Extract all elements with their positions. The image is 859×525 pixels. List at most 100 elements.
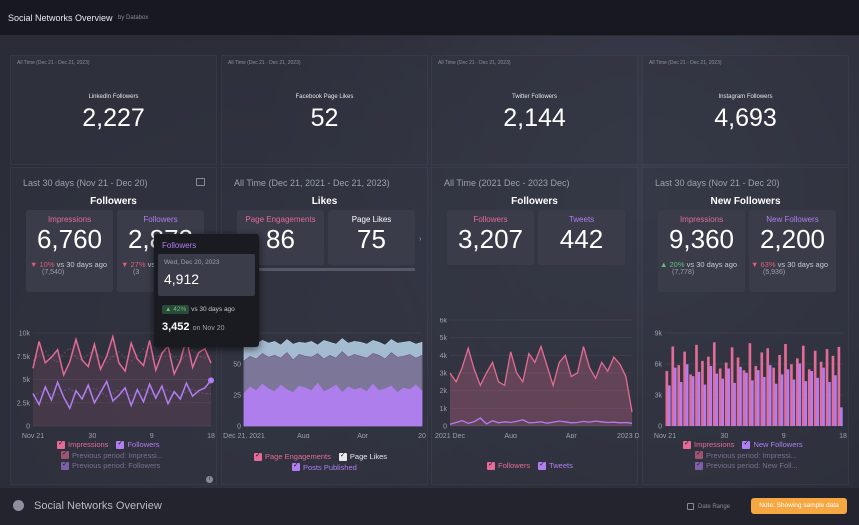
series-area-followers xyxy=(450,346,632,426)
kpi-label: Instagram Followers xyxy=(718,94,773,100)
y-tick-label: 2.5k xyxy=(17,400,31,407)
chart-linkedin[interactable]: 0 2.5k 5k 7.5k 10k Nov 21 30 9 18 xyxy=(11,318,218,439)
metric-tile-page-likes[interactable]: Page Likes 75 xyxy=(328,210,415,265)
series-line-impressions xyxy=(32,333,212,378)
footer-bar: Social Networks Overview Date Range Note… xyxy=(0,488,859,525)
legend-item[interactable]: Tweets xyxy=(538,460,573,470)
legend-item[interactable]: Previous period: Followers xyxy=(61,460,160,470)
legend-item[interactable]: New Followers xyxy=(742,439,803,449)
bar-new-followers xyxy=(733,382,736,426)
tooltip-title: Followers xyxy=(162,241,197,250)
bar-impressions xyxy=(825,349,829,426)
legend-item[interactable]: Previous period: Impressi... xyxy=(695,449,797,460)
y-tick-label: 0 xyxy=(26,424,30,431)
calendar-icon[interactable] xyxy=(687,503,694,510)
chevron-right-icon[interactable]: › xyxy=(419,236,422,243)
tile-label: Page Engagements xyxy=(245,215,316,224)
kpi-label: Twitter Followers xyxy=(511,94,557,100)
bar-impressions xyxy=(671,346,675,426)
tile-comparison: ▲ 20% vs 30 days ago (7,778) xyxy=(660,260,738,276)
kpi-card-linkedin[interactable]: All Time (Dec 21 - Dec 21, 2023) LinkedI… xyxy=(10,55,217,165)
bar-new-followers xyxy=(751,380,754,426)
y-tick-label: 0 xyxy=(237,424,241,431)
tooltip-comparison: ▲ 42% vs 30 days ago xyxy=(162,305,235,314)
kpi-value: 4,693 xyxy=(714,104,777,132)
legend-item[interactable]: Followers xyxy=(487,460,530,470)
metric-tile-impressions[interactable]: Impressions 6,760 ▼ 10% vs 30 days ago (7… xyxy=(26,210,113,292)
tooltip-value: 4,912 xyxy=(164,271,200,287)
info-icon[interactable]: i xyxy=(206,476,213,483)
bar-new-followers xyxy=(762,376,766,426)
bar-impressions xyxy=(736,357,740,426)
legend-item[interactable]: Page Likes xyxy=(338,451,387,461)
legend-twitter: Followers Tweets xyxy=(487,460,637,472)
bar-impressions xyxy=(754,365,758,426)
series-line-followers xyxy=(32,379,212,411)
y-tick-label: 3k xyxy=(655,393,663,400)
date-range-button[interactable]: Date Range xyxy=(698,504,731,510)
y-tick-label: 9k xyxy=(655,331,663,338)
bar-impressions xyxy=(772,367,775,426)
tile-label: Followers xyxy=(143,215,178,224)
metric-tile-tweets[interactable]: Tweets 442 xyxy=(538,210,625,265)
legend-item[interactable]: Previous period: New Foll... xyxy=(695,460,798,470)
y-tick-label: 4k xyxy=(440,353,448,360)
kpi-period: All Time (Dec 21 - Dec 21, 2023) xyxy=(228,60,301,66)
bar-impressions xyxy=(778,354,781,426)
footer-title: Social Networks Overview xyxy=(34,500,162,512)
kpi-card-instagram[interactable]: All Time (Dec 21 - Dec 21, 2023) Instagr… xyxy=(642,55,849,165)
tiles-scrollbar[interactable] xyxy=(237,268,415,271)
kpi-card-twitter[interactable]: All Time (Dec 21 - Dec 21, 2023) Twitter… xyxy=(431,55,638,165)
tile-label: Page Likes xyxy=(351,215,392,224)
kpi-card-facebook[interactable]: All Time (Dec 21 - Dec 21, 2023) Faceboo… xyxy=(221,55,428,165)
y-tick-label: 5k xyxy=(23,377,31,384)
bar-impressions xyxy=(790,364,793,426)
legend-item[interactable]: Previous period: Impressi... xyxy=(61,449,163,460)
x-tick-label: 18 xyxy=(839,433,847,438)
legend-item[interactable]: Impressions xyxy=(683,439,734,449)
tile-comparison: ▼ 10% vs 30 days ago (7,540) xyxy=(30,260,108,276)
x-tick-label: Aug xyxy=(504,433,517,438)
bar-impressions xyxy=(801,345,805,426)
x-tick-label: Aug xyxy=(297,433,310,438)
tile-value: 2,200 xyxy=(759,224,826,254)
y-tick-label: 1k xyxy=(440,406,448,413)
y-tick-label: 25 xyxy=(233,393,241,400)
y-tick-label: 7.5k xyxy=(17,354,31,361)
legend-item[interactable]: Followers xyxy=(116,439,160,449)
y-tick-label: 50 xyxy=(233,362,241,369)
metric-tile-followers[interactable]: Followers 3,207 xyxy=(447,210,534,265)
x-tick-label: Dec 21, 2021 xyxy=(223,433,265,438)
tile-label: Impressions xyxy=(47,215,92,224)
metric-tile-new-followers[interactable]: New Followers 2,200 ▼ 63% vs 30 days ago… xyxy=(749,210,836,292)
tooltip-current: Wed, Dec 20, 2023 4,912 xyxy=(158,254,255,296)
x-tick-label: 2021 Dec xyxy=(435,433,465,438)
legend-item[interactable]: Posts Published xyxy=(292,461,357,472)
bar-impressions xyxy=(819,361,823,426)
bar-impressions xyxy=(813,350,817,426)
bar-new-followers xyxy=(673,367,677,426)
bar-new-followers xyxy=(822,367,825,426)
y-tick-label: 0 xyxy=(658,424,662,431)
x-tick-label: 30 xyxy=(88,433,96,438)
bar-chart-icon[interactable] xyxy=(196,178,205,186)
panel-facebook: All Time (Dec 21, 2021 - Dec 21, 2023) L… xyxy=(221,167,428,485)
bar-new-followers xyxy=(798,363,802,426)
bar-impressions xyxy=(837,346,841,426)
bar-impressions xyxy=(796,358,799,426)
metric-tile-impressions[interactable]: Impressions 9,360 ▲ 20% vs 30 days ago (7… xyxy=(658,210,745,292)
chart-tooltip: Followers Wed, Dec 20, 2023 4,912 ▲ 42% … xyxy=(154,234,259,347)
chart-twitter[interactable]: 0 1k 2k 3k 4k 5k 6k 2021 Dec Aug Apr 2023 Dec xyxy=(432,318,639,438)
bar-new-followers xyxy=(679,382,683,426)
panel-instagram: Last 30 days (Nov 21 - Dec 20) New Follo… xyxy=(642,167,849,485)
bar-new-followers xyxy=(786,369,790,426)
legend-item[interactable]: Page Engagements xyxy=(254,451,331,461)
x-tick-label: Apr xyxy=(566,433,578,438)
legend-linkedin: Impressions Followers Previous period: Im… xyxy=(57,439,217,472)
bar-new-followers xyxy=(810,371,814,426)
chart-instagram[interactable]: 0 3k 6k 9k Nov 21 30 9 18 xyxy=(643,318,850,439)
legend-item[interactable]: Impressions xyxy=(57,439,108,449)
tile-value: 9,360 xyxy=(668,224,735,254)
databox-logo-icon xyxy=(13,500,24,511)
